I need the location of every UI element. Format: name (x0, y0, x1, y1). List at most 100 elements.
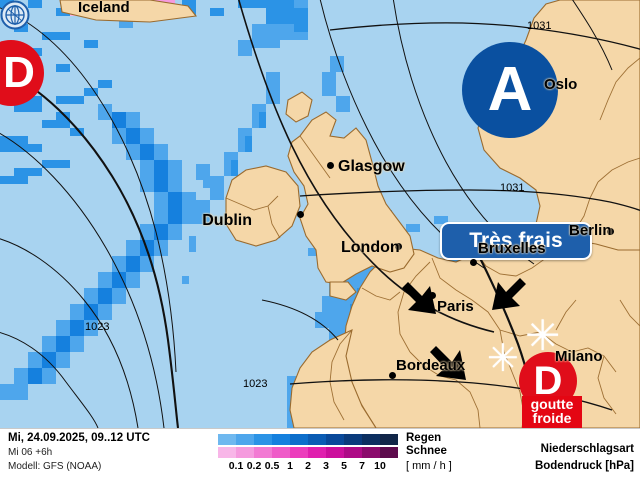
legend-tick-5: 5 (341, 460, 347, 472)
land-great-britain (287, 111, 415, 285)
snowflake-alps-east: ✳ (525, 312, 561, 359)
low-pressure-symbol: D (3, 48, 35, 97)
footer-bar: Mi, 24.09.2025, 09..12 UTC Mi 06 +6h Mod… (0, 428, 640, 478)
legend-snow-swatch-8 (362, 447, 380, 458)
globe-logo-icon[interactable] (0, 0, 30, 30)
city-label-iceland: Iceland (78, 0, 130, 16)
city-label-berlin: Berlin (569, 222, 612, 239)
legend-tick-0.2: 0.2 (246, 460, 262, 472)
city-label-bordeaux: Bordeaux (396, 357, 466, 374)
isobar-1023-left (0, 332, 99, 428)
legend-tick-7: 7 (359, 460, 365, 472)
city-label-bruxelles: Bruxelles (478, 240, 546, 257)
isobar-label-1023-left: 1023 (85, 321, 110, 333)
legend-snow-swatch-5 (308, 447, 326, 458)
legend-tick-1: 1 (287, 460, 293, 472)
land-iberia (289, 329, 377, 428)
legend-snow-swatch-2 (254, 447, 272, 458)
land-brittany (329, 281, 357, 301)
legend-snow-swatch-7 (344, 447, 362, 458)
legend-rain-swatch-2 (254, 434, 272, 445)
low-pressure-symbol-alps: D (533, 359, 563, 403)
precipitation-legend: Regen Schnee 0.1 0.2 0.5 1 2 3 5 7 10 [ mm / h ] (218, 432, 518, 476)
legend-rain-swatch-6 (326, 434, 344, 445)
legend-row-snow: Schnee (218, 445, 518, 458)
city-label-milano: Milano (555, 348, 603, 365)
footer-run: Mi 06 +6h (8, 447, 53, 458)
isobar-1031-top (329, 22, 640, 50)
footer-label-surface-pressure: Bodendruck [hPa] (534, 459, 634, 472)
city-label-london: London (341, 239, 400, 256)
legend-snow-swatch-9 (380, 447, 398, 458)
isobar-trough-main (0, 67, 180, 428)
footer-run-info: Mi, 24.09.2025, 09..12 UTC Mi 06 +6h Mod… (8, 432, 150, 472)
high-pressure-marker-scandinavia[interactable]: A (462, 42, 558, 138)
snowflake-alps-west: ✳ (487, 338, 519, 380)
legend-rain-swatch-3 (272, 434, 290, 445)
legend-snow-swatch-1 (236, 447, 254, 458)
land-iceland (59, 0, 198, 23)
city-label-paris: Paris (437, 298, 474, 315)
legend-snow-label: Schnee (406, 445, 447, 457)
legend-tick-0.1: 0.1 (228, 460, 244, 472)
legend-rain-swatch-7 (344, 434, 362, 445)
land-ireland (225, 165, 301, 247)
legend-row-ticks: 0.1 0.2 0.5 1 2 3 5 7 10 [ mm / h ] (218, 460, 518, 474)
city-label-glasgow: Glasgow (338, 158, 405, 175)
goutte-froide-line1: goutte (530, 396, 574, 412)
footer-label-precip-type: Niederschlagsart (540, 443, 634, 455)
legend-tick-10: 10 (374, 460, 386, 472)
isobar-3 (0, 238, 139, 428)
arrow-bruxelles (492, 278, 526, 310)
legend-snow-swatch-6 (326, 447, 344, 458)
legend-snow-swatch-0 (218, 447, 236, 458)
isobar-label-1031-top: 1031 (527, 20, 552, 32)
isobar-1031-mid (299, 189, 640, 211)
country-borders (225, 57, 640, 428)
legend-snow-swatch-4 (290, 447, 308, 458)
arrow-bordeaux (430, 346, 466, 380)
city-dot-glasgow (327, 162, 334, 169)
legend-tick-3: 3 (323, 460, 329, 472)
isobar-label-1031-mid: 1031 (500, 182, 525, 194)
city-label-oslo: Oslo (544, 76, 578, 93)
legend-unit-label: [ mm / h ] (406, 460, 452, 472)
footer-datetime: Mi, 24.09.2025, 09..12 UTC (8, 432, 150, 444)
legend-rain-swatch-0 (218, 434, 236, 445)
arrow-paris (402, 282, 436, 314)
high-pressure-symbol: A (487, 55, 533, 124)
legend-rain-swatch-4 (290, 434, 308, 445)
land-scotland-north (285, 91, 313, 123)
footer-model: Modell: GFS (NOAA) (8, 461, 102, 472)
legend-row-rain: Regen (218, 432, 518, 445)
legend-snow-swatch-3 (272, 447, 290, 458)
isobar-7 (572, 0, 613, 71)
isobar-2 (0, 132, 165, 428)
legend-rain-swatch-1 (236, 434, 254, 445)
city-dot-london (395, 243, 402, 250)
legend-tick-values: 0.1 0.2 0.5 1 2 3 5 7 10 (218, 460, 398, 473)
legend-snow-colorbar (218, 447, 398, 458)
legend-rain-swatch-8 (362, 434, 380, 445)
goutte-froide-line2: froide (532, 410, 572, 427)
city-dot-bruxelles (470, 259, 477, 266)
weather-map-canvas[interactable]: D A D Très frais goutte froide ✳ ✳ (0, 0, 640, 428)
legend-rain-label: Regen (406, 432, 442, 444)
legend-rain-swatch-5 (308, 434, 326, 445)
city-label-dublin: Dublin (202, 212, 252, 229)
city-dot-bordeaux (389, 372, 396, 379)
city-dot-berlin (607, 228, 614, 235)
label-goutte-froide[interactable]: goutte froide (522, 396, 582, 428)
city-dot-dublin (297, 211, 304, 218)
isobar-1 (0, 7, 177, 373)
legend-tick-2: 2 (305, 460, 311, 472)
legend-rain-swatch-9 (380, 434, 398, 445)
isobar-6 (261, 299, 339, 341)
footer-right-labels: Niederschlagsart Bodendruck [hPa] (535, 441, 634, 474)
callout-label: Très frais (469, 229, 563, 252)
legend-rain-colorbar (218, 434, 398, 445)
callout-tres-frais[interactable]: Très frais (440, 222, 592, 260)
legend-tick-0.5: 0.5 (264, 460, 280, 472)
isobar-label-1023-right: 1023 (243, 378, 268, 390)
